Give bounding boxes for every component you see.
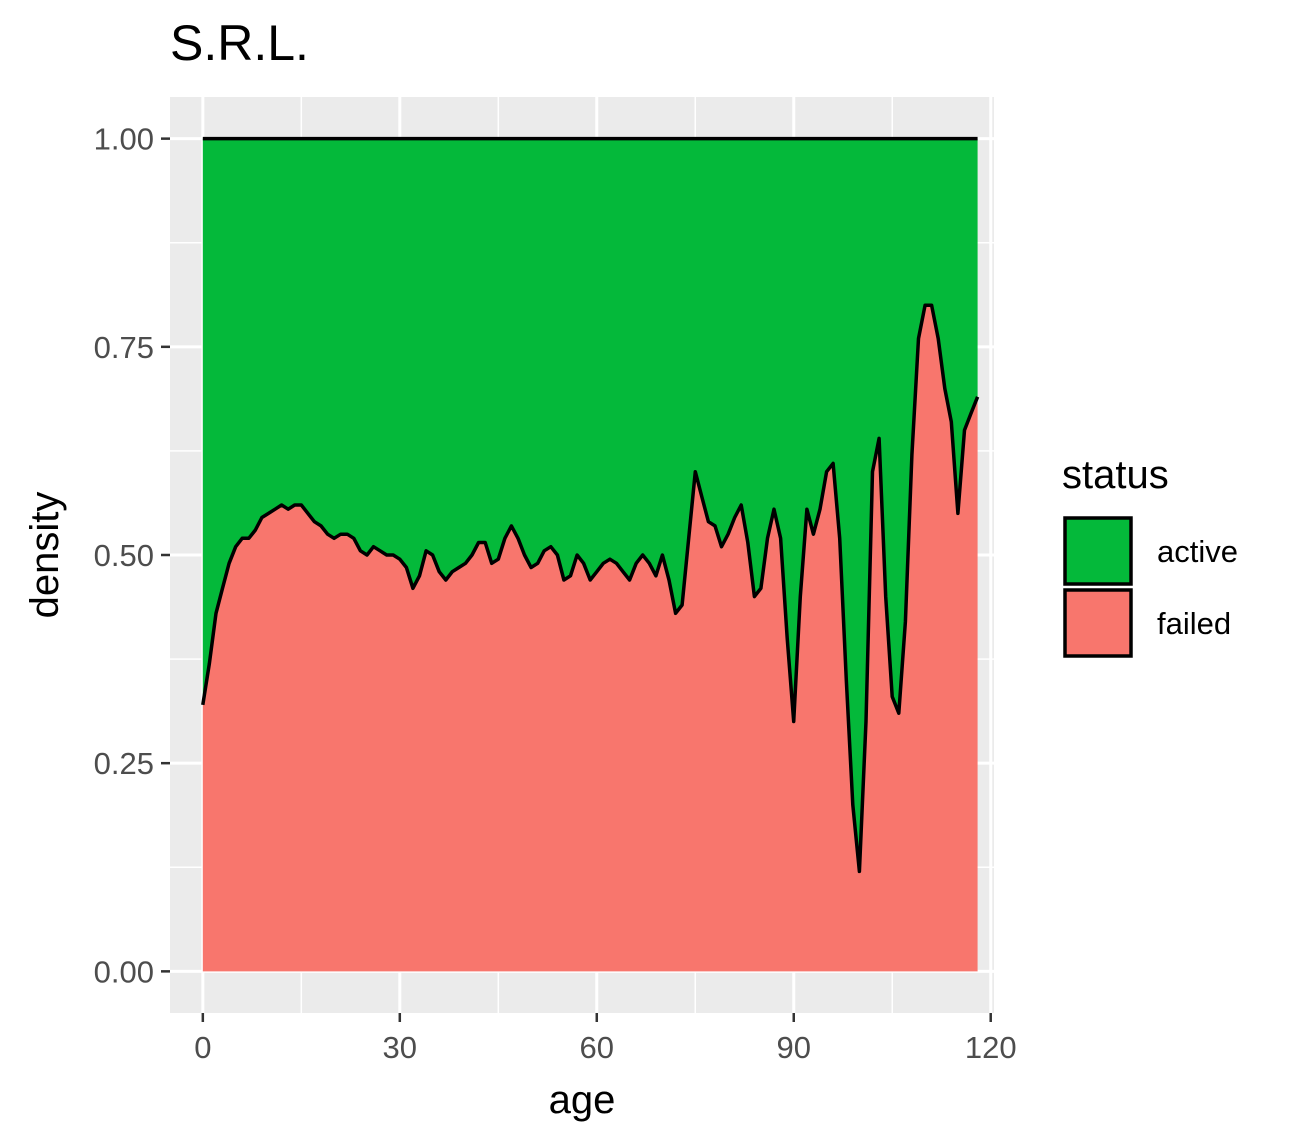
area-layer — [201, 136, 980, 972]
axis-ticks — [161, 137, 992, 1022]
x-tick-label: 120 — [965, 1030, 1017, 1065]
x-tick-label: 30 — [383, 1030, 417, 1065]
y-tick-label: 1.00 — [94, 122, 154, 157]
y-tick-label: 0.00 — [94, 954, 154, 989]
x-tick-label: 90 — [777, 1030, 811, 1065]
tick-labels: 0 30 60 90 120 0.00 0.25 0.50 0.75 1.00 — [94, 122, 1017, 1065]
legend-label-active: active — [1157, 534, 1238, 569]
chart-title: S.R.L. — [170, 15, 309, 71]
legend-label-failed: failed — [1157, 606, 1231, 641]
y-tick-label: 0.75 — [94, 330, 154, 365]
legend-key-active — [1063, 516, 1133, 586]
failed-top-line — [201, 303, 980, 874]
x-tick-label: 0 — [194, 1030, 211, 1065]
y-axis-title: density — [23, 492, 67, 619]
legend-title: status — [1062, 453, 1169, 497]
legend: status active failed — [1062, 453, 1238, 658]
x-tick-label: 60 — [580, 1030, 614, 1065]
area-failed — [202, 305, 978, 972]
area-active — [202, 138, 978, 872]
y-tick-label: 0.50 — [94, 538, 154, 573]
legend-key-failed — [1063, 588, 1133, 658]
x-axis-title: age — [549, 1078, 616, 1122]
y-tick-label: 0.25 — [94, 746, 154, 781]
